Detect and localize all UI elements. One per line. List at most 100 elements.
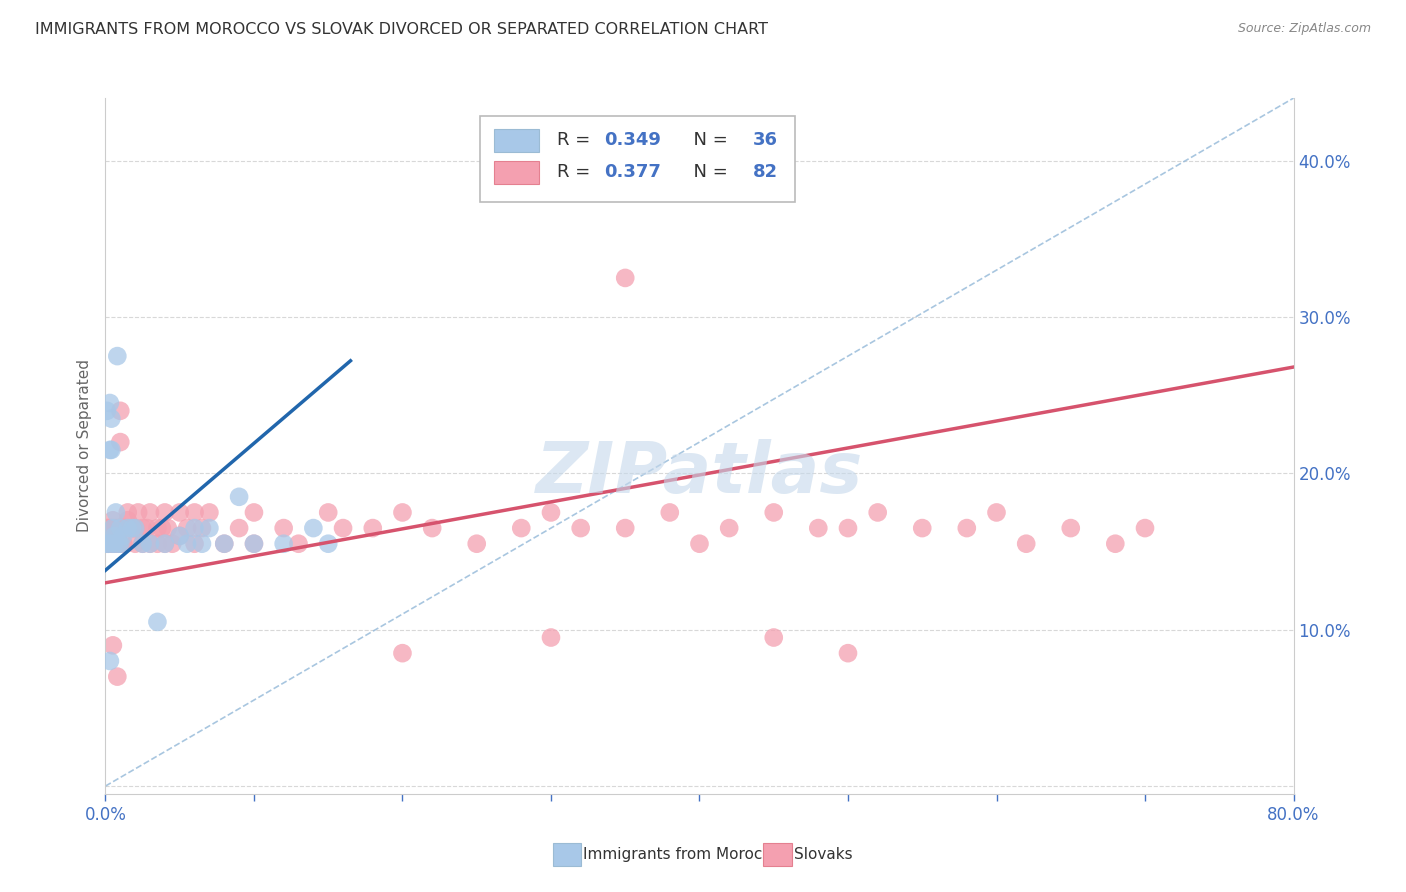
Point — [273, 521, 295, 535]
Text: R =: R = — [557, 163, 596, 181]
Point — [302, 521, 325, 535]
Point — [112, 537, 135, 551]
Point — [243, 505, 266, 519]
Point — [176, 521, 198, 535]
Point — [198, 521, 221, 535]
Point — [136, 521, 159, 535]
Point — [153, 537, 176, 551]
Point — [131, 537, 153, 551]
Point — [837, 646, 859, 660]
Point — [131, 521, 153, 535]
Point — [169, 529, 191, 543]
Point — [121, 521, 143, 535]
Point — [100, 521, 122, 535]
Point — [465, 537, 488, 551]
Point — [183, 505, 205, 519]
Point — [124, 521, 146, 535]
Text: Source: ZipAtlas.com: Source: ZipAtlas.com — [1237, 22, 1371, 36]
Point — [127, 505, 149, 519]
Point — [100, 442, 122, 457]
Point — [105, 521, 128, 535]
Point — [614, 271, 637, 285]
Point — [124, 521, 146, 535]
Point — [214, 537, 236, 551]
Point — [103, 529, 125, 543]
Point — [105, 670, 128, 684]
FancyBboxPatch shape — [494, 128, 538, 152]
Text: N =: N = — [682, 131, 733, 149]
FancyBboxPatch shape — [479, 116, 794, 202]
Text: R =: R = — [557, 131, 596, 149]
Point — [183, 521, 205, 535]
FancyBboxPatch shape — [763, 843, 792, 866]
Point — [614, 521, 637, 535]
Point — [110, 435, 132, 450]
Point — [153, 505, 176, 519]
Point — [391, 646, 413, 660]
Point — [124, 537, 146, 551]
Point — [198, 505, 221, 519]
Point — [101, 537, 124, 551]
Point — [110, 537, 132, 551]
Text: N =: N = — [682, 163, 733, 181]
Point — [1133, 521, 1156, 535]
Point — [718, 521, 741, 535]
Point — [191, 521, 214, 535]
Point — [139, 505, 162, 519]
FancyBboxPatch shape — [553, 843, 581, 866]
Point — [104, 537, 127, 551]
Point — [911, 521, 934, 535]
Y-axis label: Divorced or Separated: Divorced or Separated — [77, 359, 93, 533]
Point — [228, 521, 250, 535]
Point — [110, 521, 132, 535]
Text: 82: 82 — [754, 163, 778, 181]
Point — [866, 505, 889, 519]
Point — [273, 537, 295, 551]
Point — [103, 537, 125, 551]
Point — [169, 505, 191, 519]
Point — [103, 521, 125, 535]
Point — [98, 396, 121, 410]
Point — [146, 521, 169, 535]
Point — [117, 521, 139, 535]
Point — [183, 537, 205, 551]
Point — [105, 349, 128, 363]
Text: 0.349: 0.349 — [605, 131, 661, 149]
Point — [176, 537, 198, 551]
Point — [97, 537, 120, 551]
Point — [96, 537, 118, 551]
Point — [117, 513, 139, 527]
Point — [98, 529, 121, 543]
Text: Slovaks: Slovaks — [794, 847, 853, 862]
Point — [146, 537, 169, 551]
Point — [658, 505, 681, 519]
Point — [361, 521, 384, 535]
Point — [287, 537, 309, 551]
Point — [956, 521, 979, 535]
Point — [762, 631, 785, 645]
Point — [214, 537, 236, 551]
Point — [112, 521, 135, 535]
Point — [689, 537, 711, 551]
Point — [108, 537, 131, 551]
Point — [316, 505, 339, 519]
Point — [420, 521, 443, 535]
Point — [1015, 537, 1038, 551]
Point — [100, 537, 122, 551]
Text: 36: 36 — [754, 131, 778, 149]
Text: Immigrants from Morocco: Immigrants from Morocco — [583, 847, 780, 862]
Point — [96, 521, 118, 535]
Text: IMMIGRANTS FROM MOROCCO VS SLOVAK DIVORCED OR SEPARATED CORRELATION CHART: IMMIGRANTS FROM MOROCCO VS SLOVAK DIVORC… — [35, 22, 768, 37]
Point — [146, 615, 169, 629]
Point — [139, 537, 162, 551]
Point — [807, 521, 830, 535]
Point — [150, 521, 173, 535]
Point — [101, 521, 124, 535]
FancyBboxPatch shape — [494, 161, 538, 184]
Point — [117, 505, 139, 519]
Point — [986, 505, 1008, 519]
Point — [243, 537, 266, 551]
Point — [105, 529, 128, 543]
Point — [112, 529, 135, 543]
Point — [101, 537, 124, 551]
